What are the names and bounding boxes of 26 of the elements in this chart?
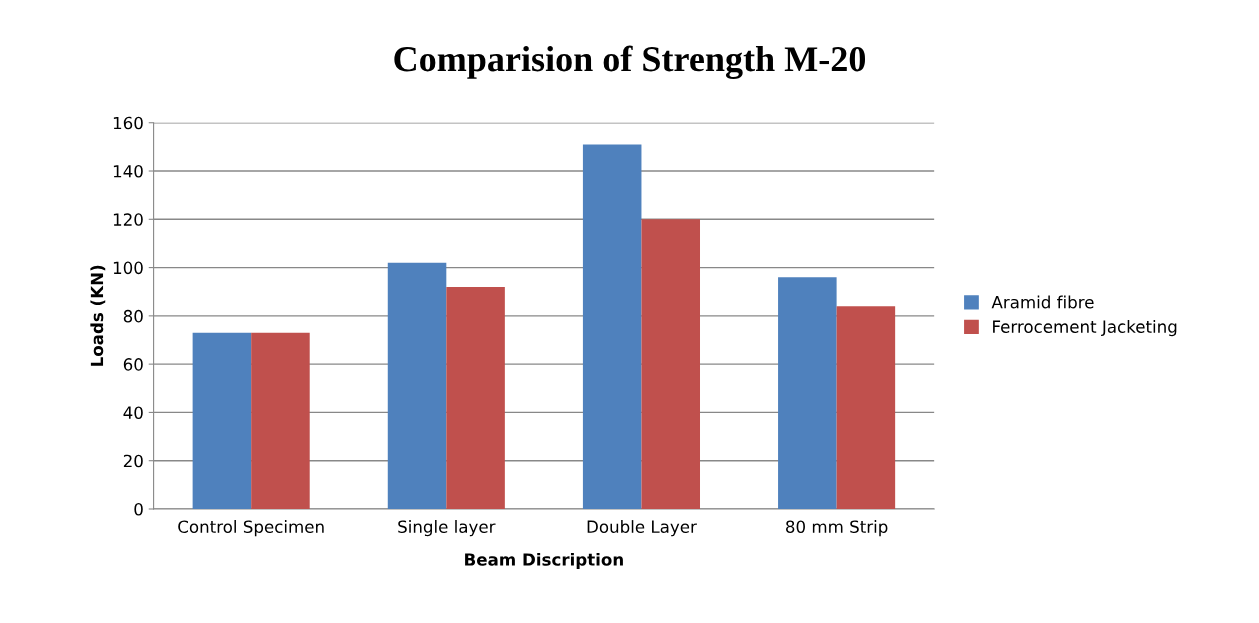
bar (192, 332, 252, 509)
x-tick-label: Single layer (398, 520, 496, 537)
legend-label: Ferrocement Jacketing (993, 320, 1177, 337)
y-tick-label: 120 (113, 213, 143, 226)
bar (582, 144, 642, 509)
y-axis-title: Loads (KN) (90, 265, 106, 366)
bar (387, 262, 447, 509)
y-tick-label: 100 (113, 261, 143, 275)
bar (778, 277, 837, 509)
y-tick-label: 20 (123, 454, 143, 468)
bar (251, 332, 310, 509)
bar (446, 286, 505, 509)
y-tick-label: 140 (113, 164, 143, 178)
y-tick-label: 0 (134, 502, 143, 516)
y-tick-label: 60 (123, 358, 143, 371)
legend-label: Aramid fibre (991, 295, 1094, 309)
bar (641, 219, 700, 509)
x-tick-label: Double Layer (587, 520, 697, 537)
bar (836, 306, 896, 509)
y-tick-label: 160 (113, 116, 143, 130)
x-tick-label: Control Specimen (178, 520, 324, 537)
x-tick-label: 80 mm Strip (786, 520, 888, 537)
x-axis-title: Beam Discription (465, 552, 623, 570)
chart-title: Comparision of Strength M-20 (394, 45, 866, 79)
y-tick-label: 40 (123, 406, 143, 419)
y-tick-label: 80 (123, 309, 143, 323)
